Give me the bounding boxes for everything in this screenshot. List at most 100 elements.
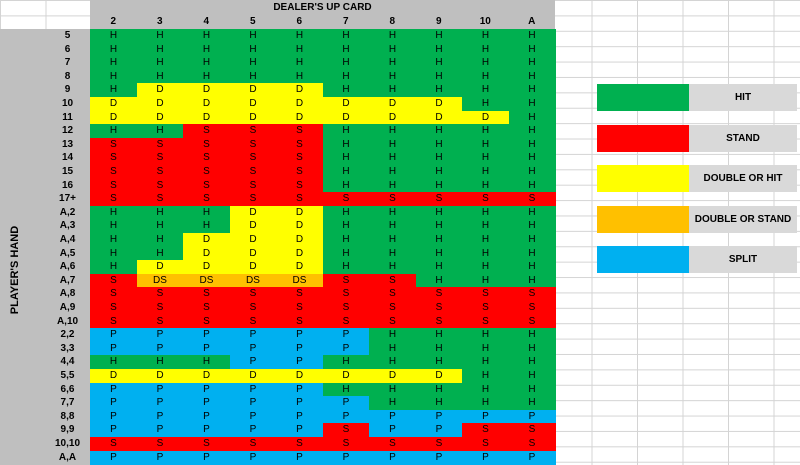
strategy-cell[interactable]: D [136, 110, 184, 125]
strategy-cell[interactable]: H [415, 151, 463, 166]
strategy-cell[interactable]: D [276, 219, 323, 234]
strategy-cell[interactable]: P [276, 328, 323, 343]
strategy-cell[interactable]: H [369, 124, 416, 139]
strategy-cell[interactable]: H [90, 124, 137, 139]
strategy-cell[interactable]: H [415, 382, 463, 397]
strategy-cell[interactable]: S [183, 178, 230, 193]
strategy-cell[interactable]: H [90, 355, 137, 370]
strategy-cell[interactable]: H [369, 233, 416, 248]
strategy-cell[interactable]: H [508, 205, 556, 220]
strategy-cell[interactable]: S [229, 314, 277, 329]
strategy-cell[interactable]: H [322, 382, 370, 397]
strategy-cell[interactable]: S [183, 192, 230, 207]
strategy-cell[interactable]: S [183, 124, 230, 139]
strategy-cell[interactable]: P [229, 382, 277, 397]
strategy-cell[interactable]: S [183, 137, 230, 152]
strategy-cell[interactable]: S [369, 437, 416, 452]
strategy-cell[interactable]: H [369, 328, 416, 343]
strategy-cell[interactable]: P [276, 396, 323, 411]
strategy-cell[interactable]: H [322, 355, 370, 370]
strategy-cell[interactable]: S [90, 287, 137, 302]
strategy-cell[interactable]: S [183, 437, 230, 452]
strategy-cell[interactable]: S [322, 273, 370, 288]
strategy-cell[interactable]: D [369, 97, 416, 112]
strategy-cell[interactable]: H [90, 233, 137, 248]
strategy-cell[interactable]: H [508, 328, 556, 343]
strategy-cell[interactable]: H [369, 56, 416, 71]
strategy-cell[interactable]: P [322, 341, 370, 356]
strategy-cell[interactable]: S [276, 165, 323, 180]
strategy-cell[interactable]: P [508, 450, 556, 465]
strategy-cell[interactable]: S [415, 437, 463, 452]
strategy-cell[interactable]: S [508, 437, 556, 452]
strategy-cell[interactable]: S [90, 273, 137, 288]
strategy-cell[interactable]: S [369, 287, 416, 302]
strategy-cell[interactable]: H [369, 42, 416, 57]
strategy-cell[interactable]: S [276, 124, 323, 139]
strategy-cell[interactable]: H [369, 178, 416, 193]
strategy-cell[interactable]: D [369, 369, 416, 384]
strategy-cell[interactable]: H [322, 151, 370, 166]
strategy-cell[interactable]: P [136, 423, 184, 438]
strategy-cell[interactable]: H [276, 29, 323, 44]
strategy-cell[interactable]: D [276, 110, 323, 125]
strategy-cell[interactable]: D [229, 369, 277, 384]
strategy-cell[interactable]: D [90, 369, 137, 384]
strategy-cell[interactable]: S [276, 151, 323, 166]
strategy-cell[interactable]: D [229, 97, 277, 112]
strategy-cell[interactable]: H [322, 260, 370, 275]
strategy-cell[interactable]: P [136, 328, 184, 343]
strategy-cell[interactable]: P [183, 328, 230, 343]
strategy-cell[interactable]: S [136, 192, 184, 207]
strategy-cell[interactable]: D [276, 83, 323, 98]
strategy-cell[interactable]: P [183, 409, 230, 424]
strategy-cell[interactable]: H [369, 83, 416, 98]
strategy-cell[interactable]: H [90, 219, 137, 234]
strategy-cell[interactable]: H [415, 396, 463, 411]
strategy-cell[interactable]: P [229, 341, 277, 356]
strategy-cell[interactable]: P [183, 450, 230, 465]
strategy-cell[interactable]: S [90, 137, 137, 152]
strategy-cell[interactable]: H [229, 56, 277, 71]
strategy-cell[interactable]: H [322, 124, 370, 139]
strategy-cell[interactable]: H [508, 165, 556, 180]
strategy-cell[interactable]: H [90, 205, 137, 220]
strategy-cell[interactable]: H [276, 56, 323, 71]
strategy-cell[interactable]: P [229, 396, 277, 411]
strategy-cell[interactable]: H [462, 178, 509, 193]
strategy-cell[interactable]: S [136, 287, 184, 302]
strategy-cell[interactable]: S [462, 314, 509, 329]
strategy-cell[interactable]: H [508, 124, 556, 139]
strategy-cell[interactable]: H [369, 355, 416, 370]
strategy-cell[interactable]: H [90, 69, 137, 84]
strategy-cell[interactable]: H [229, 29, 277, 44]
strategy-cell[interactable]: H [369, 396, 416, 411]
strategy-cell[interactable]: P [462, 450, 509, 465]
strategy-cell[interactable]: S [229, 287, 277, 302]
strategy-cell[interactable]: P [90, 382, 137, 397]
strategy-cell[interactable]: P [415, 409, 463, 424]
strategy-cell[interactable]: DS [136, 273, 184, 288]
strategy-cell[interactable]: H [183, 56, 230, 71]
strategy-cell[interactable]: P [90, 396, 137, 411]
strategy-cell[interactable]: P [415, 450, 463, 465]
strategy-cell[interactable]: H [183, 29, 230, 44]
strategy-cell[interactable]: S [508, 301, 556, 316]
strategy-cell[interactable]: D [322, 369, 370, 384]
strategy-cell[interactable]: S [322, 192, 370, 207]
strategy-cell[interactable]: D [369, 110, 416, 125]
strategy-cell[interactable]: S [369, 314, 416, 329]
strategy-cell[interactable]: H [508, 355, 556, 370]
strategy-cell[interactable]: H [415, 42, 463, 57]
strategy-cell[interactable]: H [369, 246, 416, 261]
strategy-cell[interactable]: H [508, 151, 556, 166]
strategy-cell[interactable]: P [276, 382, 323, 397]
strategy-cell[interactable]: D [276, 369, 323, 384]
strategy-cell[interactable]: H [415, 178, 463, 193]
strategy-cell[interactable]: P [136, 450, 184, 465]
strategy-cell[interactable]: P [276, 423, 323, 438]
strategy-cell[interactable]: P [90, 450, 137, 465]
strategy-cell[interactable]: H [369, 205, 416, 220]
strategy-cell[interactable]: D [276, 246, 323, 261]
strategy-cell[interactable]: P [183, 396, 230, 411]
